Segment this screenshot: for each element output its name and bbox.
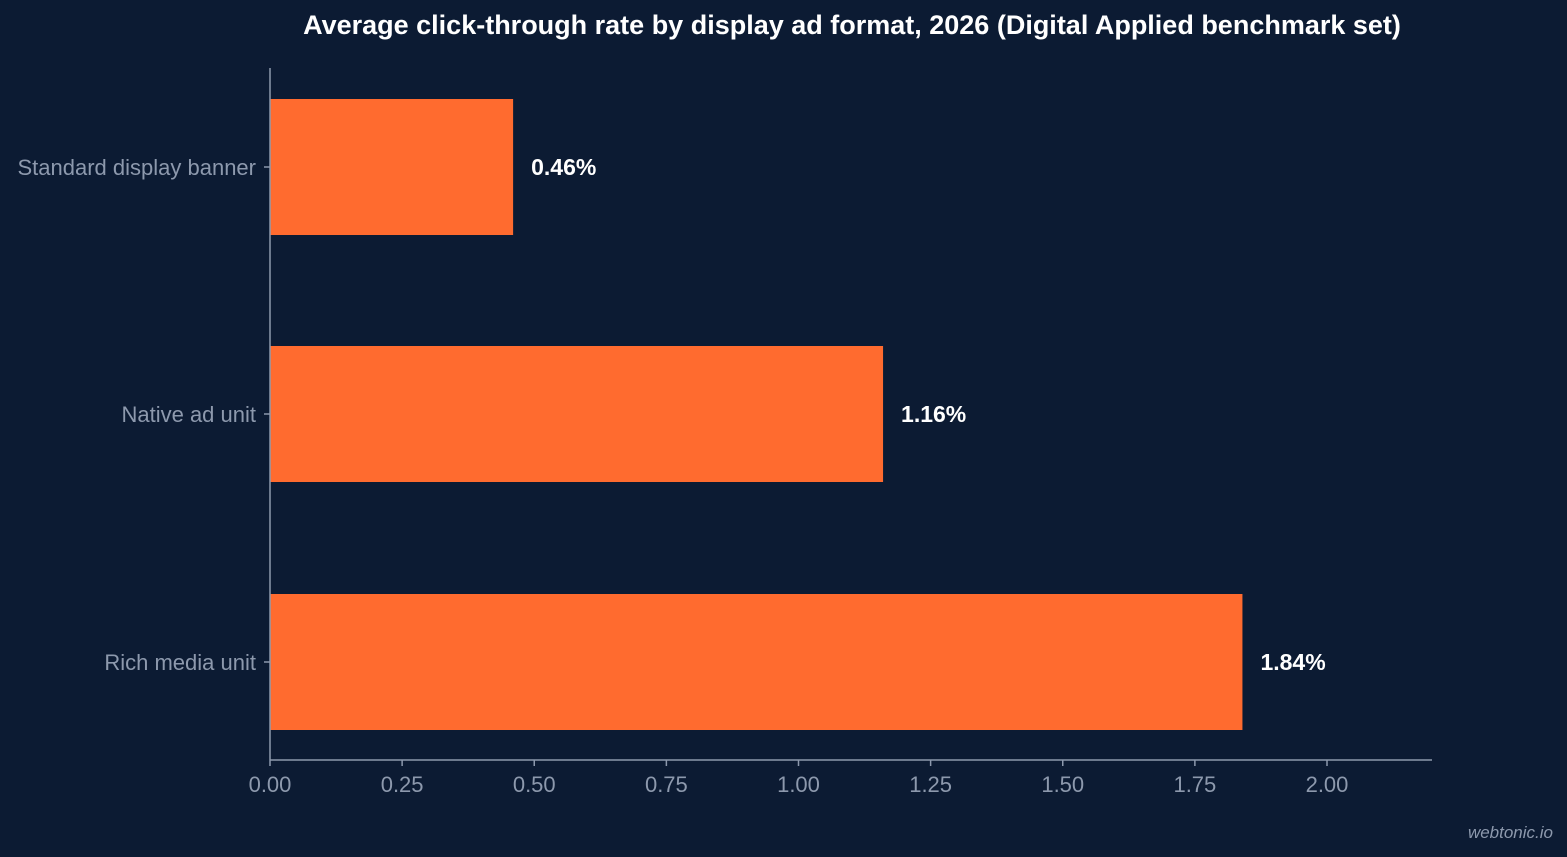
data-label: 1.16% [901,401,966,427]
x-tick-label: 0.50 [513,772,556,797]
chart-title: Average click-through rate by display ad… [303,10,1401,40]
x-tick-label: 2.00 [1306,772,1349,797]
bar [270,99,514,235]
x-tick-label: 1.75 [1173,772,1216,797]
watermark: webtonic.io [1467,823,1553,842]
bar [270,594,1243,730]
y-tick-label: Native ad unit [121,402,256,427]
x-tick-label: 0.00 [249,772,292,797]
y-tick-label: Standard display banner [18,155,257,180]
x-tick-label: 0.25 [381,772,424,797]
y-tick-label: Rich media unit [104,650,256,675]
x-tick-label: 1.50 [1041,772,1084,797]
x-tick-label: 1.25 [909,772,952,797]
x-tick-label: 0.75 [645,772,688,797]
bar [270,346,884,482]
data-label: 0.46% [531,154,596,180]
data-label: 1.84% [1260,649,1325,675]
x-tick-label: 1.00 [777,772,820,797]
